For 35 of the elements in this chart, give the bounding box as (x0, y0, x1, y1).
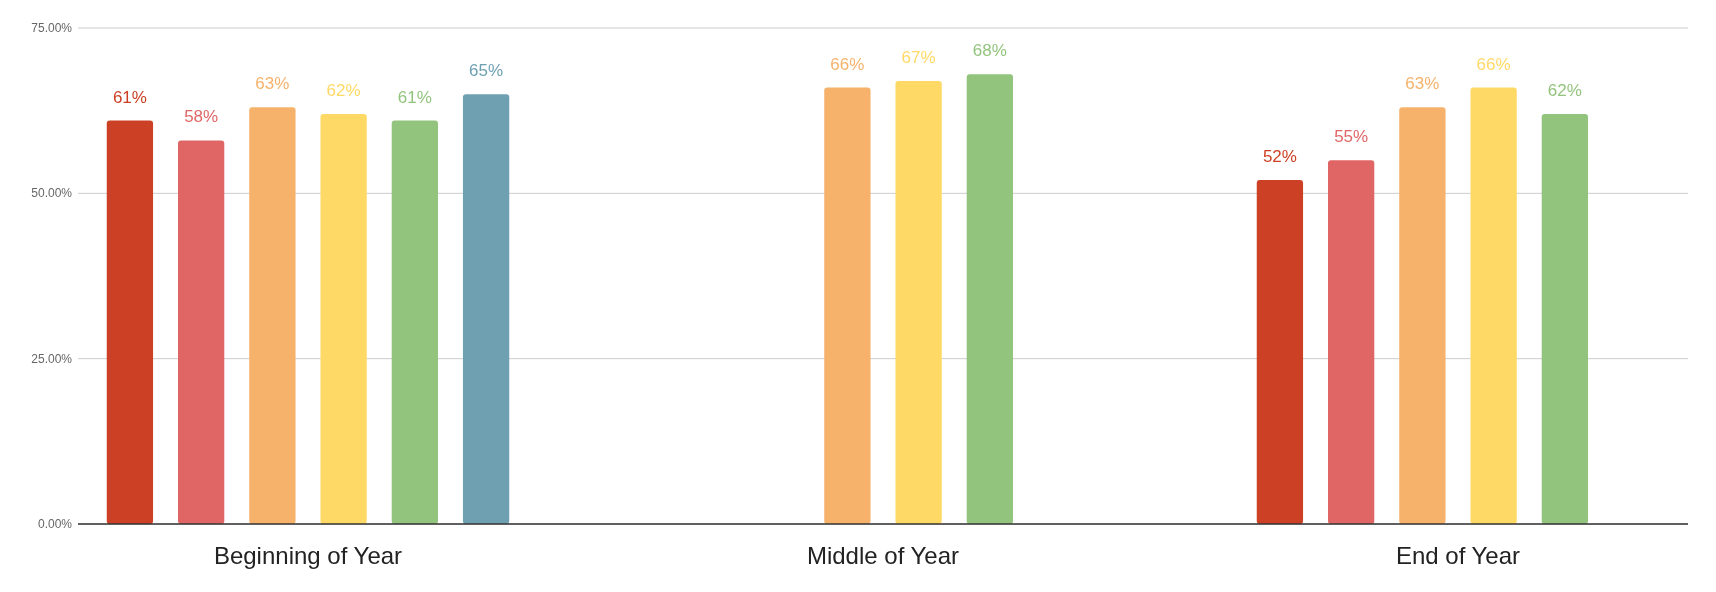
bar (1399, 107, 1446, 524)
bar (462, 94, 510, 524)
bar (1327, 160, 1375, 524)
bar (895, 80, 942, 524)
bar (1256, 180, 1304, 524)
data-label: 66% (830, 54, 865, 74)
data-label: 63% (255, 74, 290, 94)
y-tick-label: 50.00% (31, 186, 73, 201)
data-label: 63% (1405, 74, 1440, 94)
data-label: 68% (972, 41, 1007, 61)
y-tick-label: 75.00% (31, 21, 73, 35)
data-label: 65% (469, 61, 504, 81)
data-label: 61% (397, 87, 432, 107)
data-label: 62% (1547, 80, 1582, 100)
bar (249, 107, 296, 524)
data-label: 61% (112, 87, 147, 107)
bar (824, 87, 871, 524)
bar (320, 113, 367, 524)
bar (106, 120, 154, 524)
y-tick-label: 25.00% (31, 351, 73, 366)
bar (966, 74, 1014, 524)
x-tick-label: Beginning of Year (213, 542, 403, 569)
data-label: 67% (901, 47, 936, 67)
x-tick-label: End of Year (1395, 542, 1521, 569)
bar (391, 120, 439, 524)
data-label: 55% (1334, 127, 1369, 147)
bar (1470, 87, 1517, 524)
data-label: 52% (1262, 147, 1297, 167)
data-label: 66% (1476, 54, 1511, 74)
bar (1541, 113, 1589, 524)
x-tick-label: Middle of Year (806, 542, 960, 569)
y-tick-label: 0.00% (37, 517, 73, 531)
bar (177, 140, 225, 524)
data-label: 58% (184, 107, 219, 127)
data-label: 62% (326, 80, 361, 100)
